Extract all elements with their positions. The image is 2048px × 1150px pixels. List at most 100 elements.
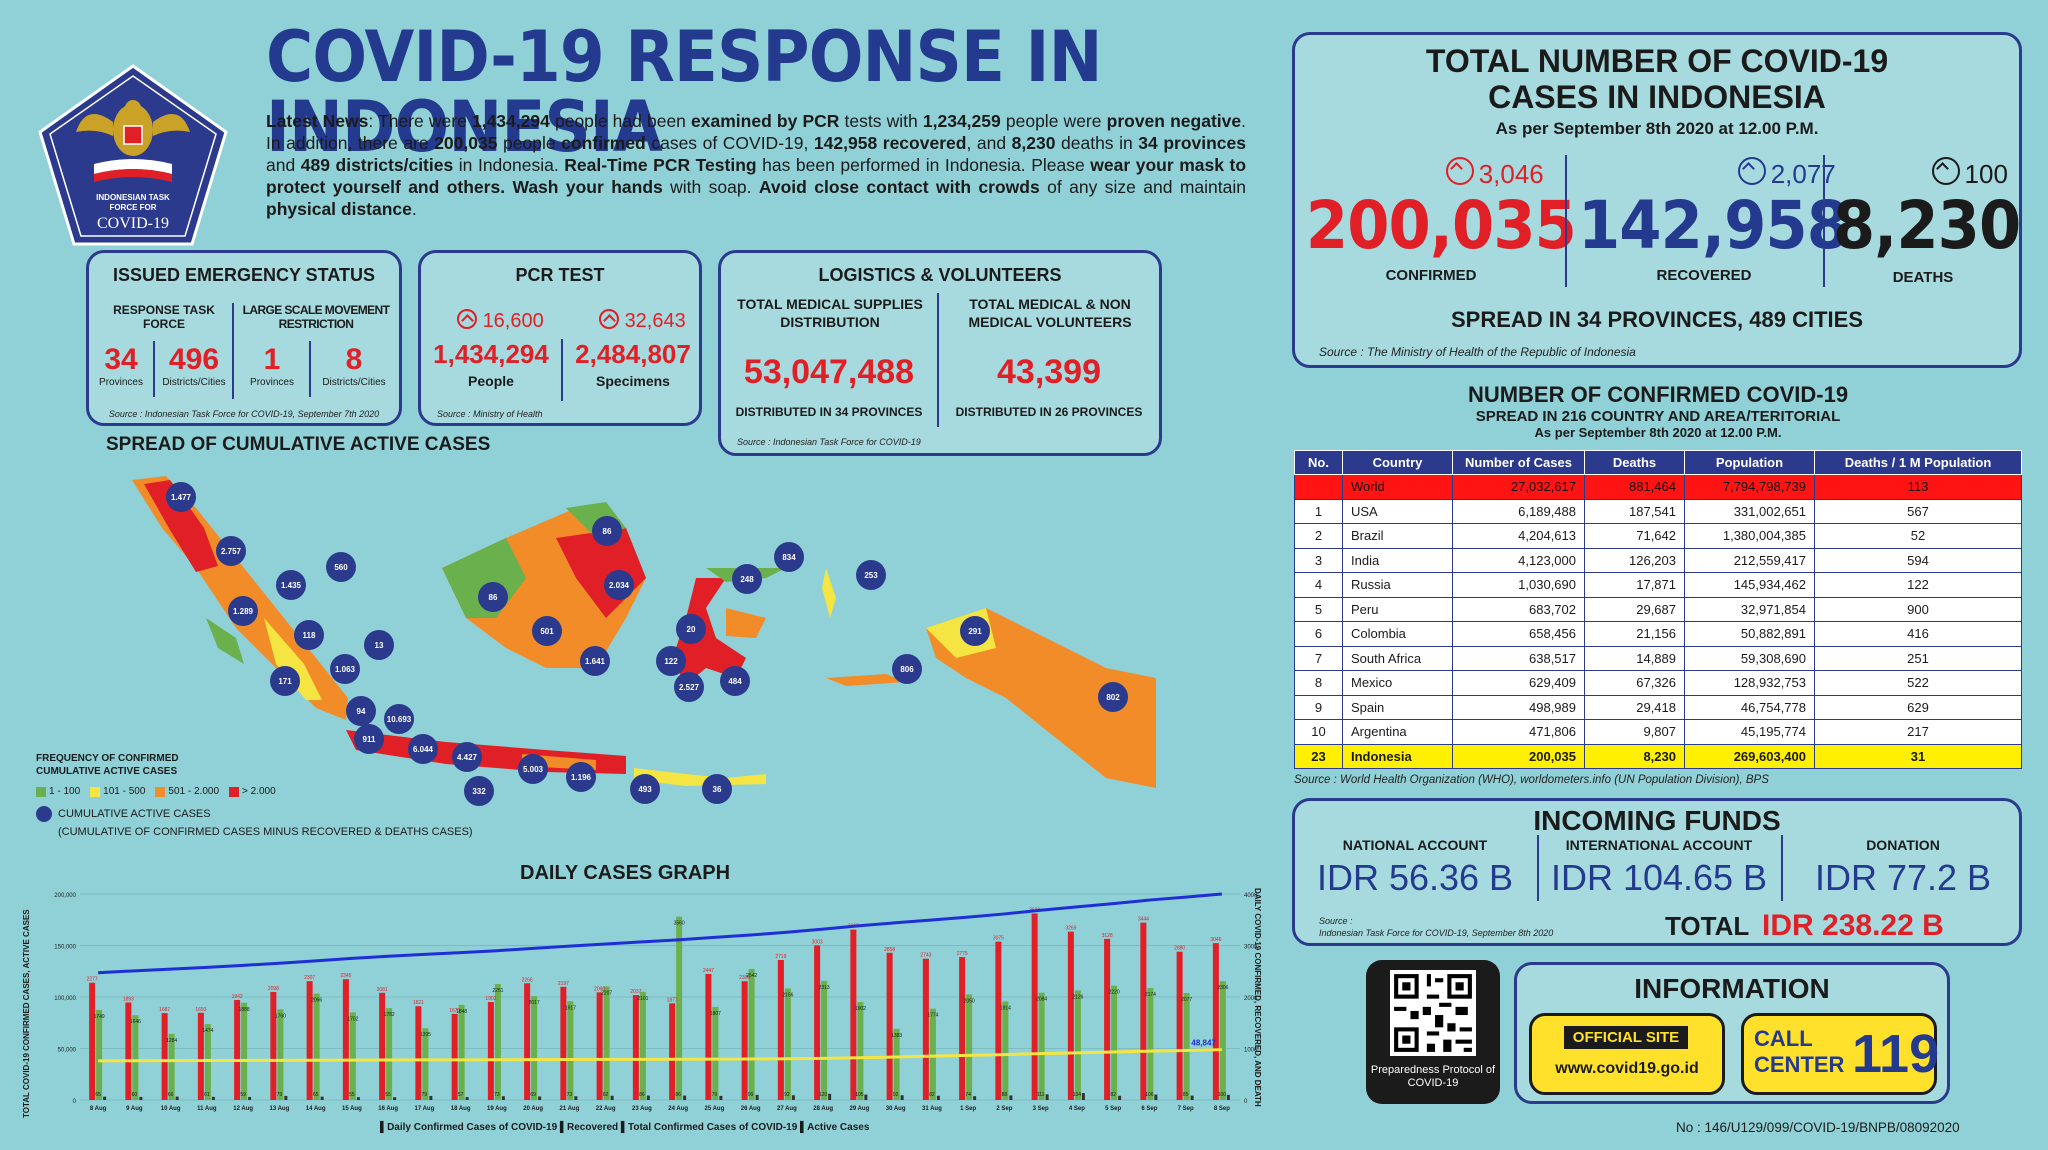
death-label: 79: [712, 1092, 718, 1098]
table-cell: 8,230: [1584, 743, 1685, 769]
table-cell: South Africa: [1342, 645, 1453, 671]
news-text: 34 provinces: [1138, 133, 1246, 153]
death-label: 79: [277, 1092, 283, 1098]
daily-confirmed-bar: [886, 952, 893, 1100]
call-center-number: 119: [1852, 1024, 1940, 1084]
world-date: As per September 8th 2020 at 12.00 P.M.: [1534, 425, 1782, 440]
volunteers-label: TOTAL MEDICAL & NON MEDICAL VOLUNTEERS: [968, 296, 1132, 330]
recovered-label: 2220: [1109, 990, 1120, 996]
call-center-label: CALL CENTER: [1754, 1026, 1844, 1078]
daily-y-left-label: TOTAL COVID-19 CONFIRMED CASES, ACTIVE C…: [22, 909, 31, 1118]
death-bar: [1045, 1094, 1049, 1100]
table-row: 4 Russia 1,030,690 17,871 145,934,462 122: [1294, 572, 2022, 598]
daily-confirmed-bar: [1212, 943, 1219, 1100]
table-cell: Peru: [1342, 596, 1453, 622]
response-task-force-label: RESPONSE TASK FORCE: [113, 303, 215, 331]
recovered-delta-value: 2,077: [1770, 159, 1836, 189]
emergency-unit: Districts/Cities: [322, 377, 386, 388]
map-marker: 253: [856, 560, 886, 590]
recovered-bar: [567, 1001, 574, 1100]
death-bar: [429, 1095, 433, 1100]
col-header: Population: [1684, 450, 1815, 475]
table-cell: 27,032,617: [1452, 474, 1585, 500]
latest-news-paragraph: Latest News: There were 1,434,294 people…: [266, 110, 1246, 220]
emergency-status-card: ISSUED EMERGENCY STATUS RESPONSE TASK FO…: [86, 250, 402, 426]
table-cell: 217: [1814, 719, 2022, 745]
official-site-link[interactable]: OFFICIAL SITE www.covid19.go.id: [1529, 1013, 1725, 1095]
daily-confirmed-bar: [342, 979, 349, 1100]
x-tick-label: 21 Aug: [559, 1106, 579, 1112]
table-cell: 9: [1294, 694, 1343, 720]
confirmed-label: CONFIRMED: [1385, 267, 1477, 284]
news-text: people had been: [549, 111, 692, 131]
death-label: 86: [639, 1092, 645, 1098]
world-cases-table: No. Country Number of Cases Deaths Popul…: [1294, 450, 2022, 769]
news-text: of any size and maintain: [1039, 177, 1246, 197]
emergency-unit: Provinces: [250, 377, 294, 388]
qr-code-tile[interactable]: Preparedness Protocol of COVID-19: [1366, 960, 1500, 1104]
recovered-bar: [639, 991, 646, 1100]
pcr-test-card: PCR TEST 16,600 32,643 1,434,294 2,484,8…: [418, 250, 702, 426]
death-bar: [828, 1093, 832, 1100]
table-header-row: No. Country Number of Cases Deaths Popul…: [1294, 450, 2022, 475]
pcr-specimen-delta: 32,643: [599, 309, 686, 333]
table-cell: Colombia: [1342, 621, 1453, 647]
daily-confirmed-bar: [959, 957, 966, 1100]
recovered-bar: [458, 1004, 465, 1100]
daily-cases-chart: 0 50,000 100,000 150,000 200,000 0 1000 2000 300…: [54, 892, 1258, 1112]
death-bar: [320, 1096, 324, 1100]
funds-title: INCOMING FUNDS: [1533, 805, 1781, 836]
death-bar: [284, 1095, 288, 1100]
daily-confirmed-bar: [415, 1006, 422, 1100]
map-marker: 834: [774, 542, 804, 572]
recovered-bar: [386, 1008, 393, 1100]
deaths-delta-value: 100: [1964, 159, 2008, 189]
international-account-label: INTERNATIONAL ACCOUNT: [1565, 837, 1753, 853]
recovered-bar: [748, 969, 755, 1100]
death-bar: [1009, 1095, 1013, 1100]
death-bar: [248, 1096, 252, 1100]
daily-confirmed-label: 2775: [957, 951, 968, 957]
news-text: confirmed: [561, 133, 646, 153]
x-tick-label: 12 Aug: [233, 1106, 253, 1112]
emergency-value: 34: [104, 343, 138, 376]
map-marker: 5.003: [518, 754, 548, 784]
map-marker: 1.435: [276, 570, 306, 600]
col-header: Deaths: [1584, 450, 1685, 475]
daily-confirmed-label: 3003: [812, 939, 823, 945]
national-account-label: NATIONAL ACCOUNT: [1342, 837, 1488, 853]
table-cell: 29,418: [1584, 694, 1685, 720]
news-text: . In addition, there are: [266, 111, 1246, 153]
deaths-delta: 100: [1915, 157, 2025, 190]
death-bar: [538, 1096, 542, 1100]
map-marker: 1.477: [166, 482, 196, 512]
recovered-label: 2084: [1036, 997, 1047, 1003]
daily-confirmed-bar: [850, 929, 857, 1100]
call-center-button[interactable]: CALL CENTER 119: [1741, 1013, 1940, 1095]
daily-confirmed-bar: [161, 1013, 168, 1100]
map-marker: 86: [478, 582, 508, 612]
x-tick-label: 22 Aug: [596, 1106, 616, 1112]
daily-legend: ▌Daily Confirmed Cases of COVID-19 ▌Reco…: [380, 1122, 870, 1133]
x-tick-label: 3 Sep: [1033, 1106, 1049, 1112]
pcr-specimen-label: Specimens: [596, 373, 670, 389]
death-bar: [683, 1095, 687, 1100]
map-marker: 291: [960, 616, 990, 646]
death-bar: [175, 1096, 179, 1100]
y-tick-label: 200,000: [54, 893, 76, 899]
daily-confirmed-label: 1693: [195, 1007, 206, 1013]
recovered-bar: [966, 994, 973, 1100]
garuda-icon: [76, 100, 190, 156]
map-legend-title: FREQUENCY OF CONFIRMED CUMULATIVE ACTIVE…: [36, 752, 179, 778]
recovered-label: 2313: [819, 985, 830, 991]
legend-item: > 2.000: [229, 786, 276, 797]
x-tick-label: 8 Aug: [90, 1106, 107, 1112]
region-sulawesi-east: [726, 608, 766, 638]
donation-label: DONATION: [1866, 837, 1940, 853]
recovered-bar: [168, 1033, 175, 1100]
total-title-line: TOTAL NUMBER OF COVID-19: [1425, 43, 1889, 79]
news-text: proven negative: [1106, 111, 1242, 131]
map-marker: 171: [270, 666, 300, 696]
arrow-up-icon: [1932, 157, 1961, 185]
table-cell: 52: [1814, 523, 2022, 549]
